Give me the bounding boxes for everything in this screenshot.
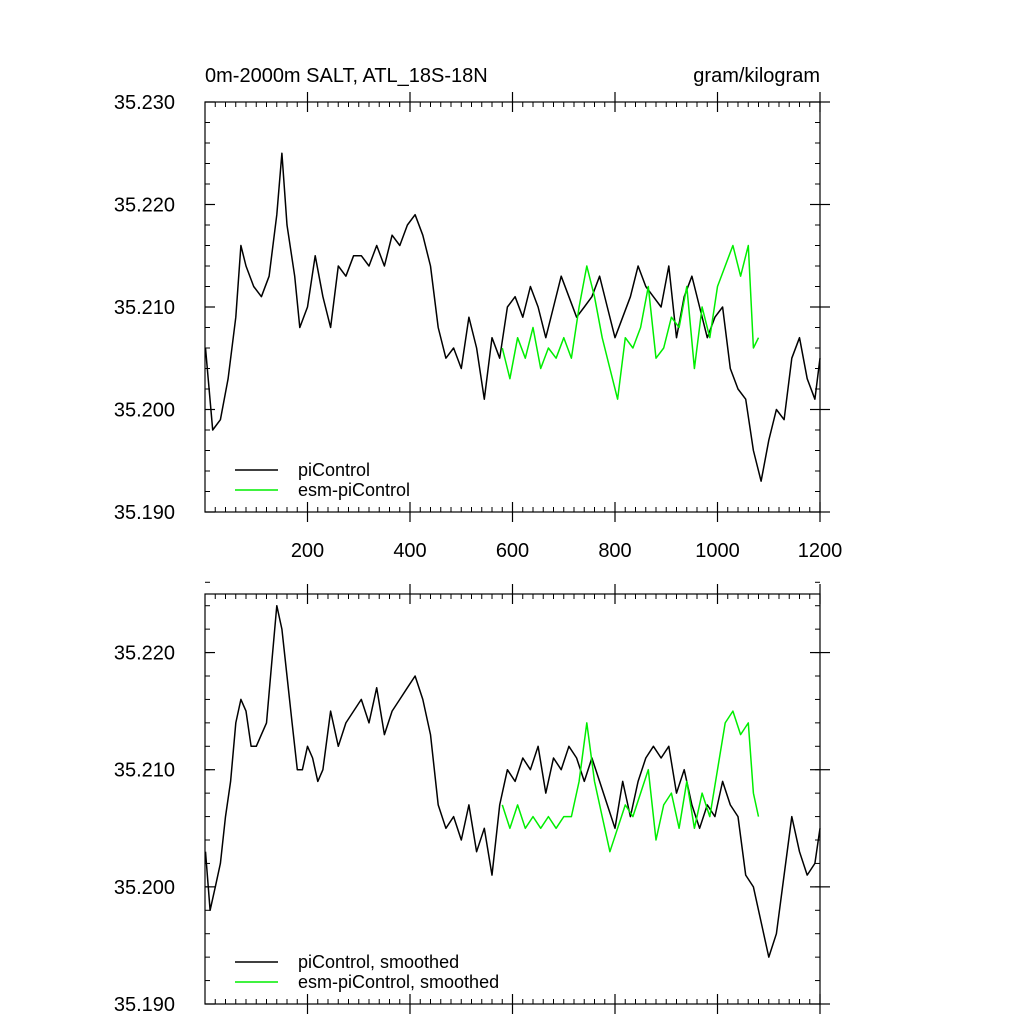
x-tick-label: 1000 bbox=[695, 540, 740, 562]
x-tick-label: 200 bbox=[291, 540, 324, 562]
x-tick-label: 1200 bbox=[798, 540, 843, 562]
series-line-picontrol bbox=[204, 152, 821, 482]
y-tick-label: 35.210 bbox=[114, 760, 175, 782]
legend-label-picontrol: piControl bbox=[298, 460, 370, 480]
y-tick-label: 35.200 bbox=[114, 400, 175, 422]
series-line-picontrol-smoothed bbox=[204, 604, 821, 958]
y-tick-label: 35.190 bbox=[114, 502, 175, 524]
bottom-legend: piControl, smoothed esm-piControl, smoot… bbox=[235, 952, 499, 992]
x-tick-label: 400 bbox=[393, 540, 426, 562]
top-axes: 200 400 600 800 1000 1200 35.190 35.200 35.210 35… bbox=[114, 92, 842, 562]
bottom-series-lines bbox=[204, 604, 821, 958]
top-legend: piControl esm-piControl bbox=[235, 460, 410, 500]
legend-label-picontrol-smoothed: piControl, smoothed bbox=[298, 952, 459, 972]
y-tick-label: 35.220 bbox=[114, 643, 175, 665]
series-line-esm-picontrol bbox=[501, 244, 760, 400]
y-tick-label: 35.230 bbox=[114, 92, 175, 114]
legend-label-esm-picontrol-smoothed: esm-piControl, smoothed bbox=[298, 972, 499, 992]
top-chart-title: 0m-2000m SALT, ATL_18S-18N bbox=[205, 65, 488, 87]
legend-label-esm-picontrol: esm-piControl bbox=[298, 480, 410, 500]
top-series-lines bbox=[204, 152, 821, 482]
y-tick-label: 35.190 bbox=[114, 994, 175, 1016]
x-tick-label: 800 bbox=[598, 540, 631, 562]
top-panel: 0m-2000m SALT, ATL_18S-18N gram/kilogram… bbox=[114, 65, 842, 562]
series-line-esm-picontrol-smoothed bbox=[501, 710, 760, 853]
x-tick-label: 600 bbox=[496, 540, 529, 562]
bottom-panel: 35.190 35.200 35.210 35.220 piControl, smoo… bbox=[114, 581, 830, 1016]
y-tick-label: 35.220 bbox=[114, 195, 175, 217]
top-chart-units: gram/kilogram bbox=[693, 65, 820, 87]
bottom-axes: 35.190 35.200 35.210 35.220 bbox=[114, 581, 830, 1016]
y-tick-label: 35.210 bbox=[114, 297, 175, 319]
y-tick-label: 35.200 bbox=[114, 877, 175, 899]
